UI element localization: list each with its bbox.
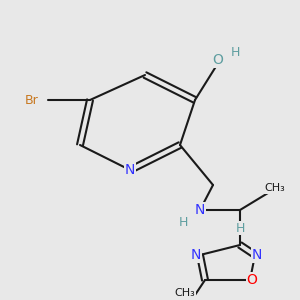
Text: H: H	[235, 221, 245, 235]
Text: Br: Br	[25, 94, 39, 106]
Text: H: H	[178, 217, 188, 230]
Text: N: N	[125, 163, 135, 177]
Text: N: N	[191, 248, 201, 262]
Text: N: N	[252, 248, 262, 262]
Text: CH₃: CH₃	[175, 288, 195, 298]
Text: CH₃: CH₃	[265, 183, 285, 193]
Text: O: O	[247, 273, 257, 287]
Text: N: N	[195, 203, 205, 217]
Text: H: H	[230, 46, 240, 59]
Text: O: O	[213, 53, 224, 67]
